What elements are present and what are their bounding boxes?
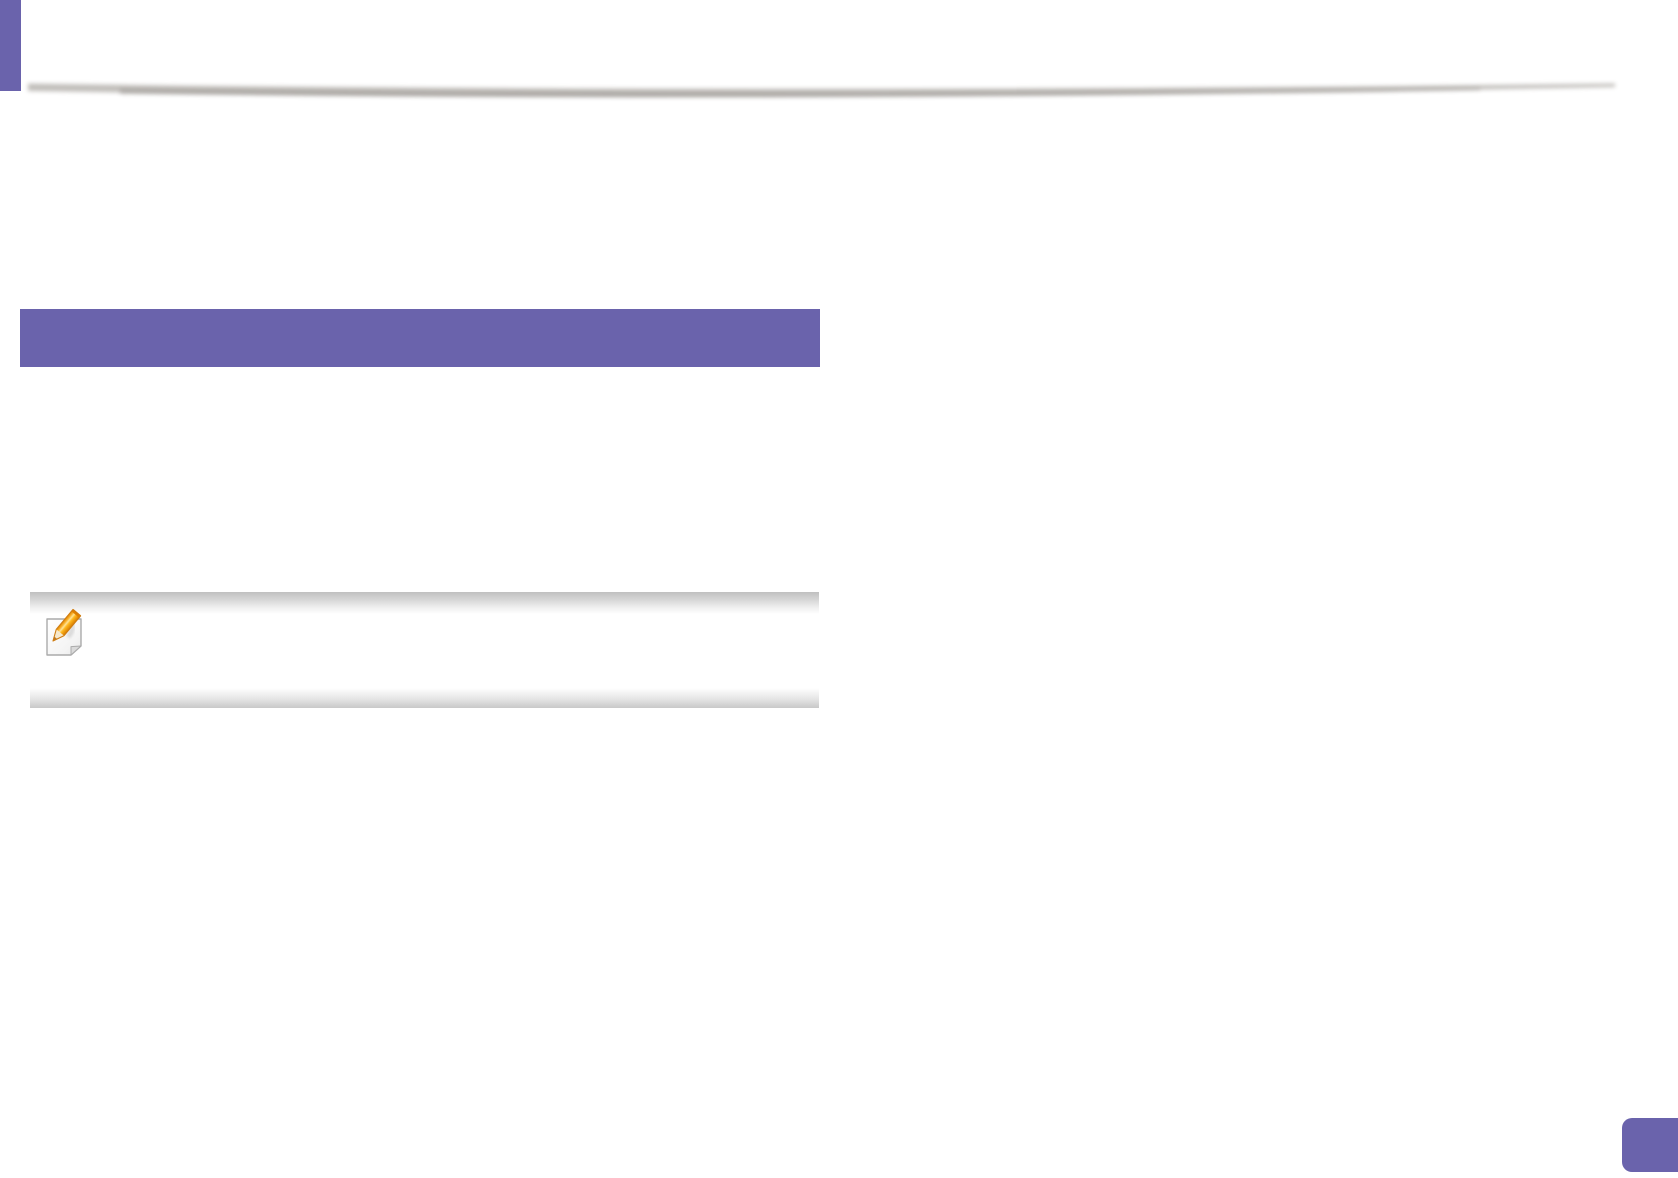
- note-box-bottom-border: [30, 688, 819, 708]
- note-box: [30, 592, 819, 708]
- header-accent-tab: [0, 0, 21, 91]
- note-box-top-border: [30, 592, 819, 614]
- page-curl-shadow: [28, 83, 1615, 98]
- section-title-banner: [20, 309, 820, 367]
- note-pencil-icon: [42, 604, 86, 660]
- page-number-tab: [1622, 1118, 1678, 1172]
